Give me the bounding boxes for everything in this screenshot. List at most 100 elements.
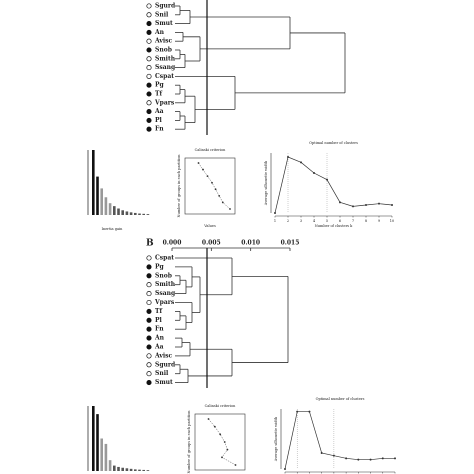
leaf-symbol (146, 371, 152, 377)
bar (104, 443, 108, 471)
silhouette-point (300, 161, 302, 164)
silhouette-ylabel: Average silhouette width (274, 416, 278, 462)
silhouette-point (287, 156, 289, 158)
leaf-symbol (146, 317, 152, 323)
x-tick-label: 8 (365, 219, 367, 223)
panel-label: B (146, 239, 154, 249)
calinski-point (213, 425, 216, 428)
leaf-label: Pl (155, 117, 163, 124)
bar (100, 188, 103, 215)
leaf-symbol (146, 326, 152, 332)
leaf-symbol (146, 56, 152, 62)
bar (129, 468, 133, 471)
leaf-label: Smith (155, 281, 176, 288)
calinski-title: Calinski criterion (205, 404, 237, 408)
leaf-symbol (146, 308, 152, 314)
calinski-point (207, 418, 210, 420)
leaf-symbol (146, 117, 152, 123)
leaf-symbol (146, 38, 152, 44)
silhouette-point (320, 452, 323, 454)
calinski-point (226, 448, 229, 451)
leaf-label: Snil (155, 370, 169, 377)
x-tick-label: 5 (326, 219, 328, 223)
leaf-label: Sgurd (155, 3, 176, 10)
calinski-point (219, 433, 222, 436)
leaf-label: Fn (155, 326, 164, 333)
leaf-label: An (154, 29, 165, 36)
leaf-symbol (146, 344, 152, 350)
calinski-point (218, 194, 221, 197)
bar (146, 470, 150, 471)
x-tick-label: 4 (313, 219, 316, 223)
leaf-symbol (146, 21, 152, 27)
x-tick-label: 2 (287, 219, 289, 223)
bar (92, 150, 95, 215)
calinski-box (194, 413, 246, 471)
calinski-point (206, 175, 209, 178)
calinski-line (198, 162, 231, 210)
bar (146, 214, 150, 215)
silhouette-point (332, 454, 335, 457)
leaf-symbol (146, 73, 152, 79)
silhouette-point (381, 457, 384, 460)
inertia-title: Inertia gain (102, 227, 124, 231)
leaf-symbol (146, 126, 152, 132)
leaf-label: Ssang (155, 290, 176, 297)
silhouette-point (326, 178, 328, 181)
bar (138, 213, 141, 215)
silhouette-point (345, 457, 348, 460)
leaf-symbol (146, 282, 152, 288)
bar (113, 206, 116, 215)
leaf-label: Snil (155, 11, 169, 18)
silhouette-point (357, 458, 360, 461)
silhouette-point (313, 172, 315, 174)
leaf-label: Smut (155, 379, 173, 386)
silhouette-ylabel: Average silhouette width (264, 160, 268, 206)
calinski-point (211, 181, 213, 184)
leaf-symbol (146, 29, 152, 35)
calinski-xlabel: Values (203, 224, 216, 228)
silhouette-line (284, 411, 395, 470)
calinski-point (202, 168, 204, 171)
x-tick-label: 7 (352, 219, 354, 223)
leaf-symbol (146, 273, 152, 279)
leaf-label: Tf (155, 308, 162, 315)
leaf-label: Pg (155, 82, 165, 89)
silhouette-point (284, 468, 286, 470)
axis-tick-label: 0.005 (202, 240, 221, 247)
bar (134, 469, 137, 471)
calinski-box (184, 157, 236, 215)
silhouette-point (378, 202, 380, 205)
leaf-label: Fn (155, 126, 164, 133)
silhouette-point (296, 410, 299, 413)
leaf-label: Snob (155, 47, 172, 54)
leaf-label: Vpars (154, 299, 175, 306)
bar (121, 210, 124, 215)
calinski-point (223, 441, 226, 443)
calinski-title: Calinski criterion (195, 148, 227, 152)
silhouette-title: Optimal number of clusters (309, 141, 358, 145)
axis-tick-label: 0.010 (241, 240, 260, 247)
leaf-label: An (154, 335, 165, 342)
leaf-label: Vpars (154, 99, 175, 106)
leaf-symbol (146, 12, 152, 18)
leaf-symbol (146, 335, 152, 341)
leaf-symbol (146, 47, 152, 53)
silhouette-xlabel: Number of clusters k (315, 224, 353, 228)
calinski-point (221, 201, 224, 204)
leaf-label: Cspat (155, 73, 174, 80)
leaf-label: Snob (155, 272, 172, 279)
x-tick-label: 3 (300, 219, 302, 223)
leaf-label: Smith (155, 55, 176, 62)
bar (113, 465, 116, 471)
leaf-label: Pl (155, 317, 163, 324)
calinski-point (234, 464, 237, 466)
calinski-ylabel: Number of groups in each partition (187, 410, 191, 474)
silhouette-point (369, 458, 372, 461)
bar (96, 176, 99, 215)
silhouette-point (308, 410, 311, 413)
silhouette-point (274, 212, 276, 214)
bar (134, 212, 137, 215)
silhouette-point (339, 201, 341, 204)
